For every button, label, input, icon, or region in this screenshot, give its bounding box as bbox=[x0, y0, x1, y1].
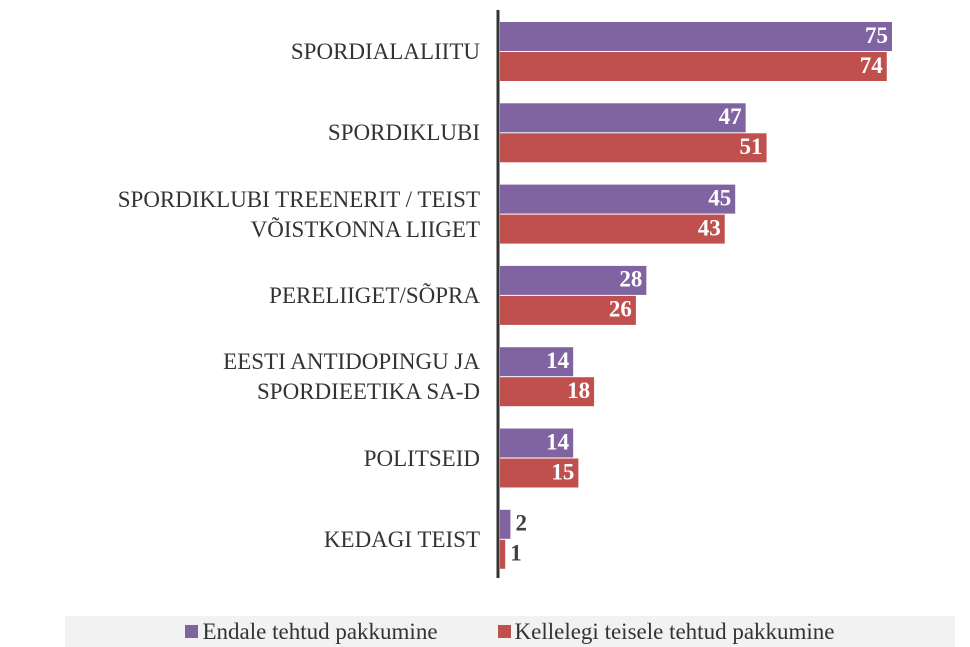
category-label: PERELIIGET/SÕPRA bbox=[269, 282, 480, 308]
legend-label: Kellelegi teisele tehtud pakkumine bbox=[514, 618, 835, 644]
category-label: SPORDIALALIITU bbox=[290, 39, 480, 64]
legend-item: Kellelegi teisele tehtud pakkumine bbox=[497, 618, 835, 645]
bar bbox=[500, 428, 574, 458]
bar bbox=[500, 52, 887, 81]
value-label: 74 bbox=[860, 53, 884, 78]
bar bbox=[500, 509, 511, 539]
legend-item: Endale tehtud pakkumine bbox=[185, 618, 438, 645]
bar bbox=[500, 184, 736, 214]
category-label: POLITSEID bbox=[363, 445, 480, 471]
bar bbox=[500, 22, 892, 51]
category-label: EESTI ANTIDOPINGU JA SPORDIEETIKA SA-D bbox=[223, 349, 480, 405]
legend-swatch bbox=[497, 625, 511, 638]
bar bbox=[500, 539, 506, 569]
value-label: 1 bbox=[510, 541, 522, 566]
value-label: 14 bbox=[546, 348, 570, 373]
value-label: 14 bbox=[546, 429, 570, 454]
bar bbox=[500, 347, 574, 377]
bar bbox=[500, 265, 647, 295]
legend-swatch bbox=[185, 625, 199, 638]
value-label: 26 bbox=[609, 297, 632, 322]
value-label: 2 bbox=[515, 511, 527, 536]
bar bbox=[500, 103, 746, 133]
value-label: 45 bbox=[708, 185, 731, 210]
plot: 75 74 47 51 45 43 28 26 14 18 14 15 2 1 bbox=[496, 10, 892, 578]
value-label: 15 bbox=[551, 459, 574, 484]
value-label: 43 bbox=[698, 215, 721, 240]
value-label: 18 bbox=[567, 378, 590, 403]
bar bbox=[500, 377, 595, 407]
bar bbox=[500, 295, 636, 325]
category-label: KEDAGI TEIST bbox=[323, 526, 480, 552]
category-label: SPORDIKLUBI TREENERIT / TEIST VÕISTKONNA… bbox=[117, 186, 480, 242]
bar bbox=[500, 214, 725, 244]
legend: Endale tehtud pakkumine Kellelegi teisele… bbox=[65, 616, 955, 647]
legend-label: Endale tehtud pakkumine bbox=[202, 618, 438, 644]
bar bbox=[500, 133, 767, 163]
value-label: 28 bbox=[619, 267, 642, 292]
bar bbox=[500, 458, 579, 488]
value-label: 47 bbox=[719, 104, 742, 129]
value-label: 75 bbox=[865, 23, 888, 48]
value-label: 51 bbox=[740, 134, 763, 159]
category-label: SPORDIKLUBI bbox=[327, 120, 480, 146]
